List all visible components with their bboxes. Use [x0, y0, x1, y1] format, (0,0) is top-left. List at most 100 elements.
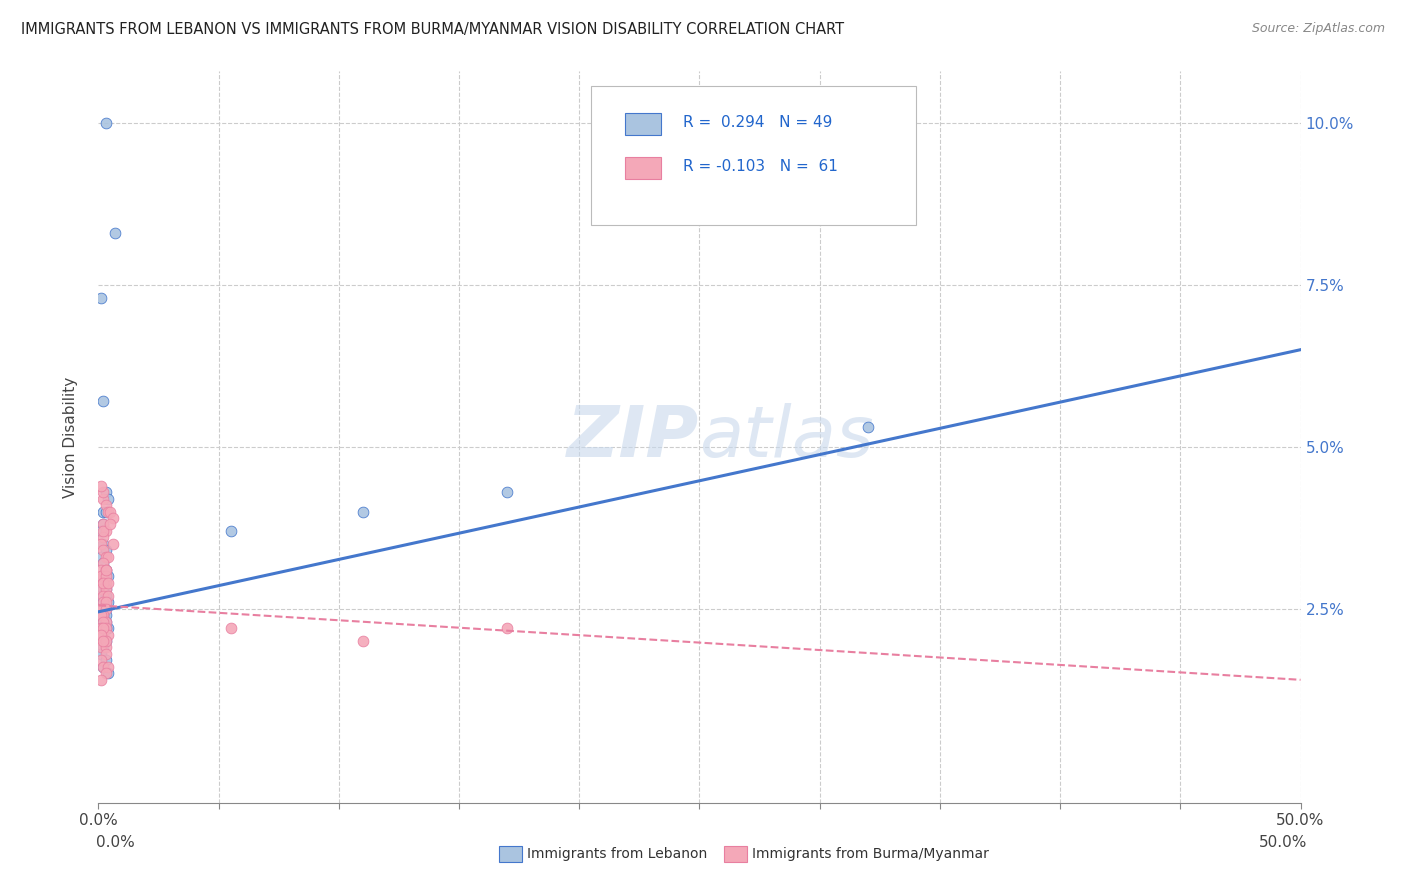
Point: [94, 589, 117, 603]
Text: 0.0%: 0.0%: [96, 836, 135, 850]
Point: [104, 226, 127, 240]
Point: [94, 621, 117, 635]
Point: [94, 666, 117, 681]
Text: R = -0.103   N =  61: R = -0.103 N = 61: [683, 159, 838, 174]
Point: [94, 549, 117, 564]
Point: [91, 543, 114, 558]
Text: atlas: atlas: [700, 402, 875, 472]
Point: [91, 517, 114, 532]
Text: 50.0%: 50.0%: [1260, 836, 1308, 850]
Point: [94, 615, 117, 629]
Point: [94, 601, 117, 615]
Point: [91, 615, 114, 629]
Point: [97, 491, 120, 506]
Point: [90, 621, 112, 635]
Point: [91, 575, 114, 590]
Point: [91, 485, 114, 500]
Point: [91, 595, 114, 609]
Point: [90, 601, 112, 615]
Point: [94, 543, 117, 558]
Point: [94, 647, 117, 661]
Point: [496, 621, 519, 635]
Point: [97, 621, 120, 635]
Point: [90, 478, 112, 492]
Point: [90, 673, 112, 687]
Point: [90, 537, 112, 551]
Point: [91, 601, 114, 615]
Point: [97, 589, 120, 603]
Point: [91, 621, 114, 635]
Text: Immigrants from Burma/Myanmar: Immigrants from Burma/Myanmar: [752, 847, 988, 861]
Point: [90, 563, 112, 577]
Point: [94, 563, 117, 577]
Point: [94, 485, 117, 500]
Point: [100, 504, 122, 518]
Point: [90, 653, 112, 667]
Text: Source: ZipAtlas.com: Source: ZipAtlas.com: [1251, 22, 1385, 36]
Point: [856, 420, 879, 434]
FancyBboxPatch shape: [592, 86, 915, 225]
Point: [90, 647, 112, 661]
Point: [94, 640, 117, 655]
Point: [94, 504, 117, 518]
Point: [91, 660, 114, 674]
Point: [90, 582, 112, 597]
Point: [90, 621, 112, 635]
Point: [91, 557, 114, 571]
Point: [94, 601, 117, 615]
Point: [91, 575, 114, 590]
Point: [97, 575, 120, 590]
Point: [94, 563, 117, 577]
Point: [94, 116, 117, 130]
Point: [91, 569, 114, 583]
Point: [94, 582, 117, 597]
Point: [94, 595, 117, 609]
Point: [352, 504, 374, 518]
Point: [97, 627, 120, 641]
Point: [90, 627, 112, 641]
Point: [97, 660, 120, 674]
Point: [94, 582, 117, 597]
Point: [91, 569, 114, 583]
Point: [94, 575, 117, 590]
Point: [91, 627, 114, 641]
Point: [91, 517, 114, 532]
Point: [91, 491, 114, 506]
Point: [91, 589, 114, 603]
Point: [352, 634, 374, 648]
Point: [97, 595, 120, 609]
Point: [91, 634, 114, 648]
Point: [91, 615, 114, 629]
Point: [94, 615, 117, 629]
Point: [91, 660, 114, 674]
Text: R =  0.294   N = 49: R = 0.294 N = 49: [683, 115, 832, 130]
Point: [91, 640, 114, 655]
Point: [91, 608, 114, 623]
Point: [90, 608, 112, 623]
Point: [91, 621, 114, 635]
Point: [91, 595, 114, 609]
Point: [91, 601, 114, 615]
Point: [90, 291, 112, 305]
Point: [97, 504, 120, 518]
Point: [90, 549, 112, 564]
Point: [97, 549, 120, 564]
Point: [90, 569, 112, 583]
Point: [100, 517, 122, 532]
Point: [90, 575, 112, 590]
Point: [94, 634, 117, 648]
Point: [91, 394, 114, 409]
Point: [94, 608, 117, 623]
Point: [91, 557, 114, 571]
Point: [90, 608, 112, 623]
Y-axis label: Vision Disability: Vision Disability: [63, 376, 77, 498]
Text: Immigrants from Lebanon: Immigrants from Lebanon: [527, 847, 707, 861]
Point: [91, 524, 114, 538]
Point: [91, 537, 114, 551]
Point: [90, 524, 112, 538]
Point: [101, 537, 124, 551]
Point: [219, 621, 242, 635]
Point: [94, 569, 117, 583]
Point: [91, 530, 114, 544]
Point: [94, 498, 117, 512]
